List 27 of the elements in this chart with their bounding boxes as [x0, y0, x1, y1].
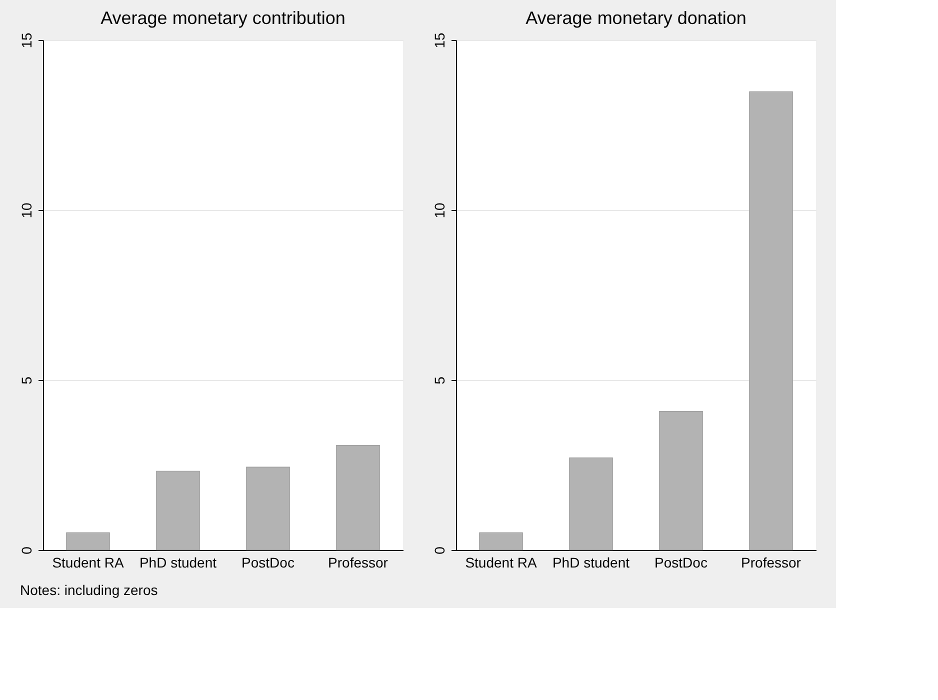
y-tick-label: 5: [18, 376, 34, 384]
y-tick-label: 0: [432, 546, 448, 554]
bar: [156, 470, 200, 550]
bar: [479, 532, 523, 550]
x-tick-label: Professor: [328, 554, 388, 570]
y-tick-label: 15: [18, 32, 34, 48]
bar: [569, 458, 613, 550]
x-tick-label: Professor: [741, 554, 802, 570]
bar: [66, 532, 110, 550]
x-tick-label: Student RA: [52, 554, 124, 570]
bar: [246, 466, 290, 550]
y-tick-label: 0: [18, 546, 34, 554]
x-tick-label: PostDoc: [654, 554, 708, 570]
x-tick-label: PhD student: [552, 554, 630, 570]
x-tick-label: PhD student: [139, 554, 217, 570]
chart-title: Average monetary contribution: [100, 8, 346, 28]
y-tick-label: 15: [432, 32, 448, 48]
x-tick-label: Student RA: [465, 554, 538, 570]
x-tick-label: PostDoc: [242, 554, 294, 570]
chart-title: Average monetary donation: [526, 8, 746, 28]
bar: [336, 444, 380, 550]
y-tick-label: 10: [432, 202, 448, 218]
bar: [749, 91, 793, 550]
y-tick-label: 10: [18, 202, 34, 218]
bar: [659, 410, 703, 550]
y-tick-label: 5: [432, 376, 448, 384]
text: Notes: including zeros: [20, 582, 158, 598]
